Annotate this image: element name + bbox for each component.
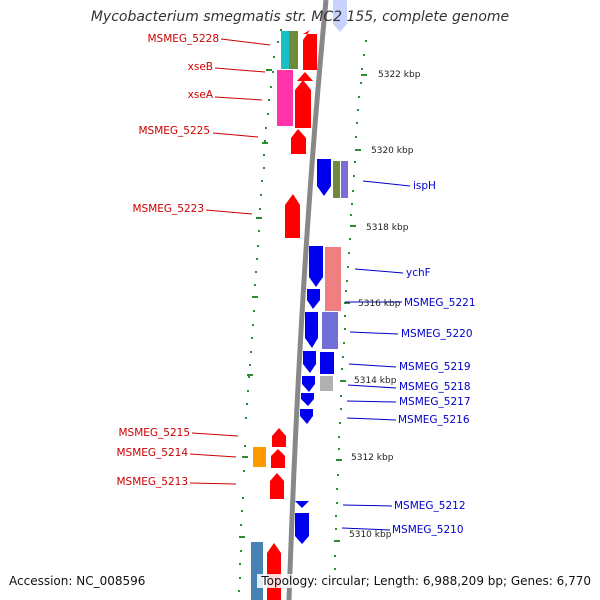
scale-label: 5318 kbp (366, 223, 409, 233)
gene-label-msmeg-5219: MSMEG_5219 (399, 361, 471, 373)
accession-label: Accession: NC_008596 (9, 574, 146, 588)
gene-msmeg-5220-domain-slate (322, 312, 338, 349)
gene-msmeg-5223-arrow (285, 194, 300, 238)
gene-label-msmeg-5212: MSMEG_5212 (394, 500, 466, 512)
gene-msmeg-5228-domain-green (289, 31, 298, 69)
gene-label-xsea: xseA (188, 89, 214, 101)
gene-label-isph: ispH (413, 180, 436, 192)
left-leader-lines (189, 38, 271, 485)
gene-bottom-forward-arrow (267, 543, 281, 600)
forward-strand-features (251, 30, 317, 600)
reverse-strand-features (295, 0, 348, 544)
gene-msmeg-5219-arrow (303, 351, 316, 373)
gene-label-msmeg-5214: MSMEG_5214 (116, 447, 188, 459)
gene-top-edge-arrow (333, 0, 347, 32)
gene-label-xseb: xseB (188, 61, 213, 73)
gene-xsea-domain-pink (277, 70, 293, 126)
outer-tick-ring-left (238, 29, 282, 592)
gene-msmeg-5214-domain-orange (253, 447, 266, 467)
scale-label: 5312 kbp (351, 453, 394, 463)
gene-isph-domain-purple (341, 161, 348, 198)
gene-msmeg-5214-arrow (271, 449, 285, 468)
gene-isph-arrow (317, 159, 331, 196)
genome-backbone (286, 0, 329, 600)
gene-label-msmeg-5221: MSMEG_5221 (404, 297, 476, 309)
gene-label-ychf: ychF (406, 267, 431, 279)
outer-tick-ring-right (333, 40, 367, 584)
gene-label-msmeg-5217: MSMEG_5217 (399, 396, 471, 408)
gene-label-msmeg-5225: MSMEG_5225 (138, 125, 210, 137)
scale-label: 5310 kbp (349, 530, 392, 540)
gene-label-msmeg-5215: MSMEG_5215 (118, 427, 190, 439)
gene-msmeg-5228-arrow (303, 30, 317, 70)
gene-label-msmeg-5210: MSMEG_5210 (392, 524, 464, 536)
gene-label-msmeg-5213: MSMEG_5213 (116, 476, 188, 488)
gene-msmeg-5213-arrow (270, 473, 284, 499)
gene-xsea-arrow (295, 80, 311, 128)
map-title: Mycobacterium smegmatis str. MC2 155, co… (90, 9, 510, 25)
gene-msmeg-5217-arrow (301, 393, 314, 406)
scale-label: 5320 kbp (371, 146, 414, 156)
gene-xseb-arrow (297, 72, 313, 81)
gene-ychf-arrow (309, 246, 323, 287)
gene-msmeg-5210-arrow (295, 513, 309, 544)
scale-label: 5314 kbp (354, 376, 397, 386)
gene-msmeg-5225-arrow (291, 129, 306, 154)
gene-bottom-domain-steelblue (251, 542, 263, 600)
scale-label: 5316 kbp (358, 299, 401, 309)
genome-summary: Topology: circular; Length: 6,988,209 bp… (257, 574, 591, 588)
gene-msmeg-5216-arrow (300, 409, 313, 424)
right-leader-lines (341, 180, 411, 531)
scale-labels: 5322 kbp 5320 kbp 5318 kbp 5316 kbp 5314… (349, 70, 421, 540)
gene-label-msmeg-5216: MSMEG_5216 (398, 414, 470, 426)
gene-msmeg-5219-domain-blue (320, 352, 334, 374)
gene-msmeg-5218-domain-gray (320, 376, 333, 391)
gene-msmeg-5228-domain-cyan (281, 31, 289, 69)
gene-msmeg-5212-arrow (295, 501, 309, 508)
gene-ychf-domain-salmon (325, 247, 341, 311)
gene-msmeg-5215-arrow (272, 428, 286, 447)
gene-label-msmeg-5218: MSMEG_5218 (399, 381, 471, 393)
gene-label-msmeg-5220: MSMEG_5220 (401, 328, 473, 340)
right-gene-labels: ispH ychF MSMEG_5221 MSMEG_5220 MSMEG_52… (392, 180, 476, 536)
scale-label: 5322 kbp (378, 70, 421, 80)
gene-label-msmeg-5228: MSMEG_5228 (147, 33, 219, 45)
gene-msmeg-5218-arrow (302, 376, 315, 392)
gene-msmeg-5221-arrow (307, 289, 320, 309)
gene-label-msmeg-5223: MSMEG_5223 (132, 203, 204, 215)
left-gene-labels: MSMEG_5228 xseB xseA MSMEG_5225 MSMEG_52… (116, 33, 219, 488)
gene-msmeg-5220-arrow (305, 312, 318, 348)
gene-isph-domain-green (333, 161, 340, 198)
